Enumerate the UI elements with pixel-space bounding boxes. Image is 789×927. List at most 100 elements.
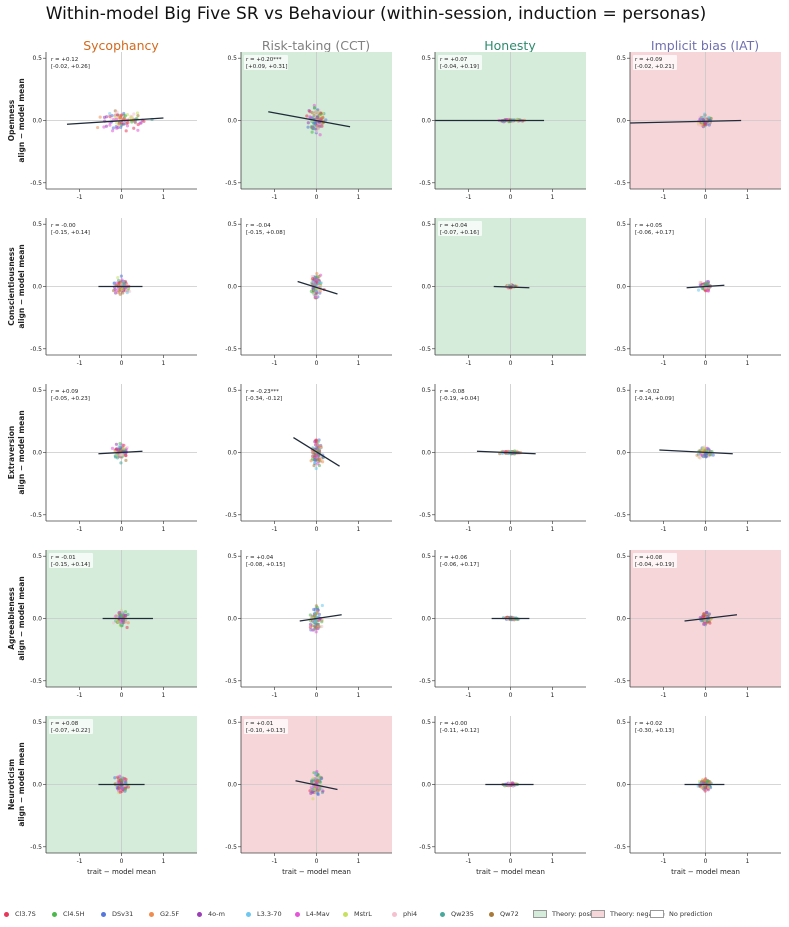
x-tick-label: 0 [120, 692, 124, 699]
data-point [320, 786, 324, 790]
data-point [321, 789, 325, 793]
confidence-interval-label: [-0.07, +0.16] [440, 230, 479, 236]
data-point [308, 115, 312, 119]
correlation-label: r = +0.00 [440, 721, 468, 727]
data-point [108, 111, 112, 116]
x-axis-label: trait − model mean [671, 868, 740, 876]
y-tick-label: 0.5 [616, 553, 626, 560]
x-tick-label: -1 [466, 194, 472, 201]
confidence-interval-label: [-0.19, +0.04] [440, 396, 479, 402]
data-point [706, 281, 710, 285]
x-tick-label: 0 [120, 858, 124, 865]
data-point [119, 461, 123, 465]
data-point [704, 455, 708, 459]
data-point [136, 128, 140, 132]
y-tick-label: 0.5 [32, 553, 42, 560]
legend-label: 4o-m [208, 910, 225, 918]
y-tick-label: 0.0 [616, 118, 626, 125]
row-trait-label: Neuroticism [7, 759, 16, 810]
data-point [320, 620, 324, 624]
data-point [306, 121, 310, 125]
correlation-label: r = -0.08 [440, 389, 465, 395]
legend-item-theory-2: No prediction [650, 910, 713, 918]
y-tick-label: 0.0 [227, 118, 237, 125]
annotation-box [244, 719, 288, 734]
y-axis-label: align − model mean [17, 742, 26, 826]
x-tick-label: 1 [357, 526, 361, 533]
data-point [117, 786, 122, 790]
legend-item-phi4: phi4 [392, 910, 417, 918]
legend-marker [392, 911, 397, 917]
fit-line [684, 614, 738, 622]
data-point [709, 453, 713, 457]
y-tick-label: -0.5 [225, 346, 237, 353]
correlation-label: r = -0.04 [246, 223, 271, 229]
panel-r2-c1: -1 0 1 -0.5 0.0 0.5 r = -0.23***[-0.34, -0.12] [225, 384, 392, 533]
y-tick-label: 0.0 [227, 616, 237, 623]
y-tick-label: -0.5 [30, 844, 42, 851]
legend-item-qw72: Qw72 [489, 910, 519, 918]
data-point [316, 624, 321, 629]
x-tick-label: 0 [509, 194, 513, 201]
x-tick-label: 1 [162, 692, 166, 699]
x-tick-label: 0 [120, 360, 124, 367]
x-tick-label: -1 [466, 858, 472, 865]
data-point [130, 120, 134, 124]
data-point [312, 106, 317, 110]
data-point [123, 610, 128, 614]
data-point [317, 612, 322, 616]
x-tick-label: 0 [704, 194, 708, 201]
annotation-box [438, 387, 482, 402]
fit-line [476, 450, 536, 455]
x-tick-label: 1 [551, 692, 555, 699]
annotation-box [633, 55, 677, 70]
y-tick-label: -0.5 [419, 512, 431, 519]
confidence-interval-label: [-0.06, +0.17] [635, 230, 674, 236]
annotation-box [438, 55, 482, 70]
panel-r1-c3: -1 0 1 -0.5 0.0 0.5 r = +0.05[-0.06, +0.17] [614, 218, 781, 367]
y-tick-label: 0.5 [421, 221, 431, 228]
y-tick-label: 0.0 [227, 450, 237, 457]
data-point [310, 457, 315, 461]
annotation-box [438, 221, 482, 236]
panel-r1-c1: -1 0 1 -0.5 0.0 0.5 r = -0.04[-0.15, +0.08] [225, 218, 392, 367]
data-point [306, 125, 310, 129]
annotation-box [438, 719, 482, 734]
x-tick-label: 1 [162, 526, 166, 533]
y-tick-label: 0.5 [32, 55, 42, 62]
y-tick-label: -0.5 [30, 346, 42, 353]
data-point [702, 112, 707, 116]
y-tick-label: -0.5 [225, 180, 237, 187]
legend-label: DSv31 [112, 910, 134, 918]
correlation-label: r = +0.05 [635, 223, 663, 229]
data-point [126, 121, 130, 125]
legend-label: Theory: positive [552, 910, 604, 918]
y-tick-label: 0.0 [421, 616, 431, 623]
y-tick-label: 0.0 [227, 284, 237, 291]
annotation-box [244, 387, 288, 402]
correlation-label: r = +0.09 [635, 57, 663, 63]
y-tick-label: 0.5 [32, 719, 42, 726]
correlation-label: r = +0.06 [440, 555, 468, 561]
y-tick-label: 0.0 [421, 450, 431, 457]
y-tick-label: 0.0 [616, 616, 626, 623]
data-point [311, 628, 315, 632]
legend-item-theory-0: Theory: positive [533, 910, 604, 918]
data-point [315, 129, 319, 134]
y-tick-label: 0.5 [32, 387, 42, 394]
legend-label: MstrL [354, 910, 372, 918]
y-tick-label: -0.5 [614, 844, 626, 851]
data-point [308, 622, 313, 627]
data-point [704, 286, 708, 290]
correlation-label: r = -0.00 [51, 223, 76, 229]
x-tick-label: 1 [357, 194, 361, 201]
data-point [312, 113, 316, 117]
data-point [311, 797, 315, 801]
panel-r4-c1: -1 0 1 -0.5 0.0 0.5 r = +0.01[-0.10, +0.13] tra… [225, 716, 392, 876]
x-tick-label: -1 [272, 194, 278, 201]
panel-r1-c2: -1 0 1 -0.5 0.0 0.5 r = +0.04[-0.07, +0.16] [419, 218, 586, 367]
y-tick-label: -0.5 [30, 180, 42, 187]
data-point [315, 116, 319, 120]
data-point [310, 790, 314, 794]
x-tick-label: 1 [357, 858, 361, 865]
